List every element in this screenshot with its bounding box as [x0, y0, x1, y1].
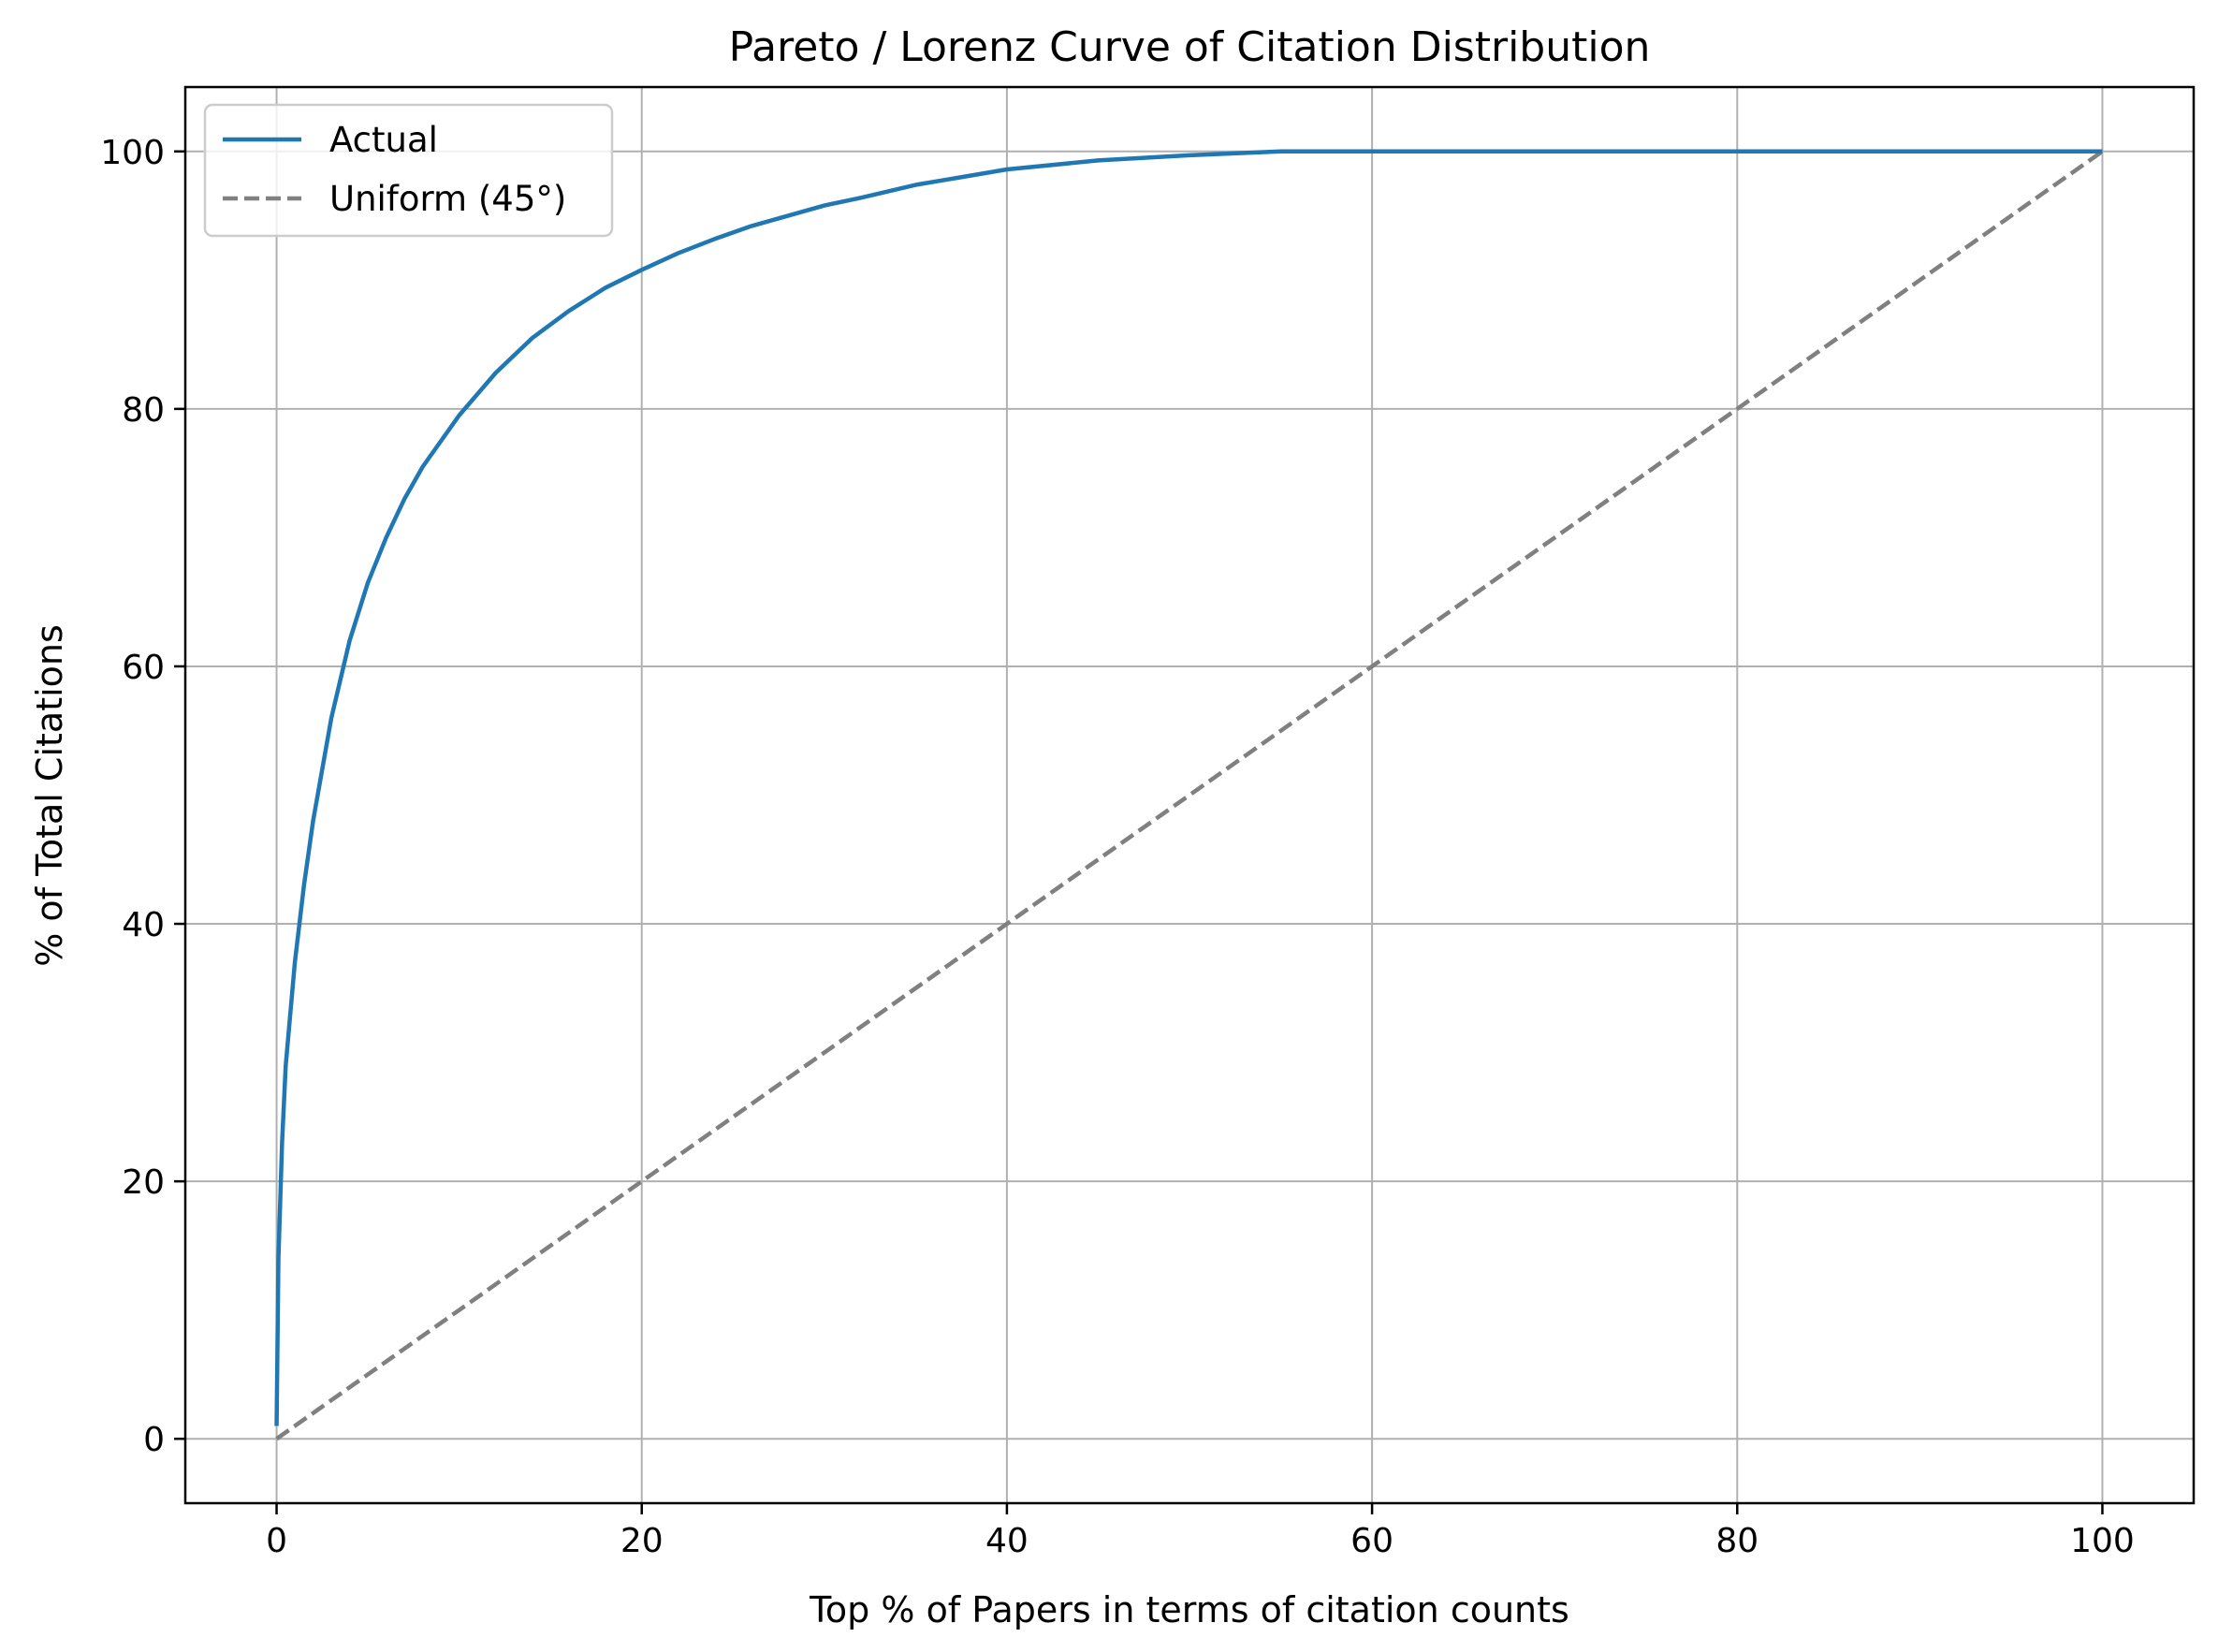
plot-frame [183, 85, 2196, 1505]
x-tick-label: 40 [985, 1522, 1029, 1560]
legend: Actual Uniform (45°) [203, 103, 614, 238]
series-layer [274, 149, 2104, 1441]
y-axis-label: % of Total Citations [29, 624, 70, 967]
legend-uniform-label: Uniform (45°) [329, 179, 566, 219]
x-tick-label: 60 [1350, 1522, 1394, 1560]
y-tick-label: 20 [122, 1163, 165, 1202]
y-tick-label: 80 [122, 391, 165, 430]
x-tick-label: 80 [1715, 1522, 1758, 1560]
y-tick-label: 100 [100, 134, 165, 172]
y-tick-label: 40 [122, 906, 165, 944]
axis-ticks: 0 20 40 60 80 100 0 20 40 60 80 100 [100, 134, 2135, 1560]
x-tick-label: 20 [620, 1522, 664, 1560]
y-tick-label: 60 [122, 649, 165, 687]
legend-box [203, 103, 614, 238]
x-tick-label: 0 [266, 1522, 287, 1560]
legend-actual-label: Actual [329, 120, 438, 160]
series-uniform-line [275, 149, 2104, 1441]
x-axis-label: Top % of Papers in terms of citation cou… [809, 1589, 1569, 1630]
chart-title: Pareto / Lorenz Curve of Citation Distri… [729, 23, 1651, 71]
series-actual-line [274, 149, 2103, 1426]
x-tick-label: 100 [2070, 1522, 2135, 1560]
y-tick-label: 0 [143, 1421, 165, 1459]
